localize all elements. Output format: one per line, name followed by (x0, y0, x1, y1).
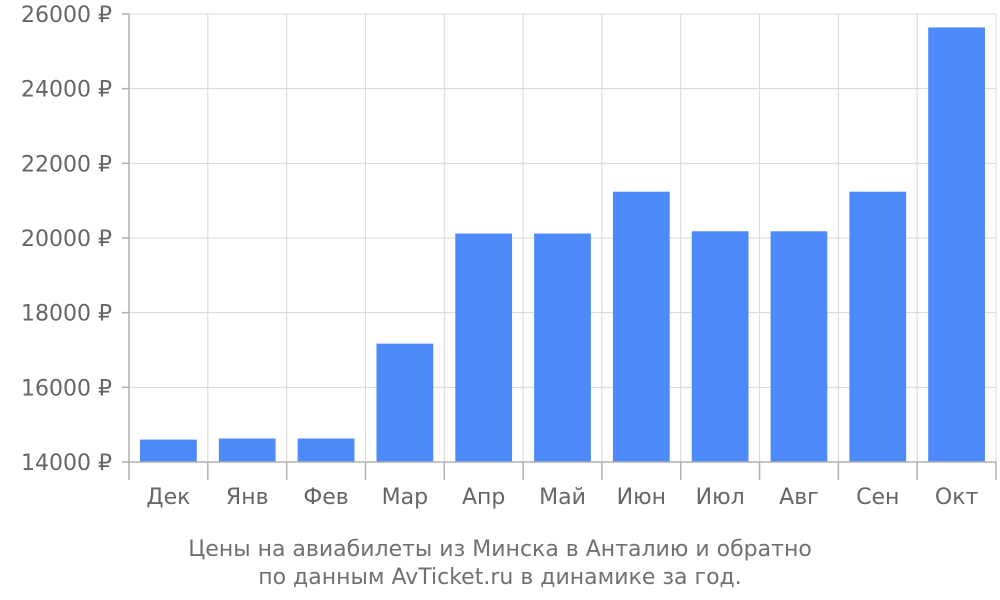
bar-10 (849, 191, 907, 462)
bar-3 (297, 438, 355, 462)
bar-1 (140, 439, 197, 462)
x-tick-label: Окт (935, 485, 979, 510)
bar-7 (612, 191, 670, 462)
grid (128, 13, 997, 463)
x-tick-label: Июн (617, 485, 666, 510)
bar-4 (376, 343, 434, 462)
x-tick-label: Мар (382, 485, 428, 510)
x-tick-label: Дек (146, 485, 190, 510)
y-tick-label: 22000 ₽ (21, 152, 112, 177)
x-tick-label: Апр (462, 485, 505, 510)
x-tick-label: Авг (779, 485, 819, 510)
bar-9 (770, 231, 828, 462)
y-tick-label: 16000 ₽ (21, 376, 112, 401)
x-axis-tick-labels: Дек Янв Фев Мар Апр Май Июн Июл Авг Сен Окт (146, 485, 978, 510)
y-tick-label: 14000 ₽ (21, 451, 112, 476)
x-tick-label: Май (539, 485, 586, 510)
chart-caption-line-2: по данным AvTicket.ru в динамике за год. (258, 565, 742, 590)
chart-caption-line-1: Цены на авиабилеты из Минска в Анталию и… (188, 537, 812, 562)
y-tick-label: 20000 ₽ (21, 227, 112, 252)
y-tick-label: 26000 ₽ (21, 3, 112, 28)
x-tick-label: Июл (696, 485, 745, 510)
bars (140, 27, 985, 462)
y-axis-tick-labels: 14000 ₽ 16000 ₽ 18000 ₽ 20000 ₽ 22000 ₽ 24000… (21, 3, 112, 476)
x-tick-label: Фев (303, 485, 348, 510)
x-tick-label: Янв (226, 485, 269, 510)
axes (122, 13, 997, 480)
bar-2 (218, 438, 276, 462)
y-tick-label: 24000 ₽ (21, 78, 112, 103)
bar-11 (928, 27, 985, 462)
bar-6 (534, 233, 591, 462)
bar-5 (455, 233, 513, 462)
y-tick-label: 18000 ₽ (21, 302, 112, 327)
bar-8 (691, 231, 749, 462)
x-tick-label: Сен (856, 485, 899, 510)
